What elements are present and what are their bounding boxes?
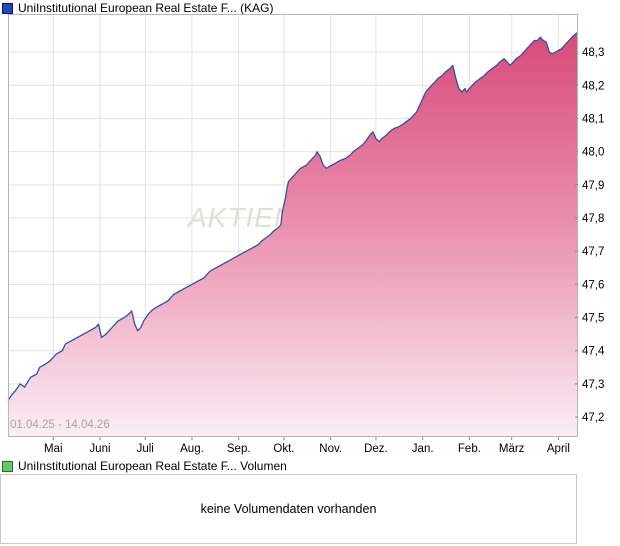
watermark-text: AKTIEN: [186, 202, 295, 233]
y-tick-label: 47,7: [582, 246, 604, 258]
x-tick-label: Okt.: [273, 443, 294, 455]
price-area: [8, 32, 578, 437]
price-chart-svg[interactable]: AKTIEN Mai Juni Juli Aug. Sep. Okt. Nov. Dez. Jan…: [0, 14, 620, 455]
volume-legend: UniInstitutional European Real Estate F.…: [2, 459, 287, 473]
x-tick-label: Feb.: [458, 443, 481, 455]
x-tick-label: Mai: [44, 443, 63, 455]
x-tick-label: Jan.: [412, 443, 434, 455]
y-tick-label: 47,6: [582, 279, 604, 291]
volume-panel: keine Volumendaten vorhanden: [0, 474, 577, 544]
y-tick-label: 47,9: [582, 180, 604, 192]
y-tick-label: 48,3: [582, 47, 604, 59]
period-range-label: 01.04.25 - 14.04.26: [10, 419, 110, 431]
price-line: [7, 31, 579, 401]
x-tick-label: April: [547, 443, 570, 455]
price-legend: UniInstitutional European Real Estate F.…: [2, 1, 273, 15]
volume-empty-message: keine Volumendaten vorhanden: [200, 502, 377, 516]
x-tick-label: März: [499, 443, 525, 455]
y-tick-label: 48,1: [582, 114, 604, 126]
y-tick-label: 48,0: [582, 147, 604, 159]
x-tick-label: Juni: [89, 443, 110, 455]
volume-series-label: UniInstitutional European Real Estate F.…: [18, 459, 287, 473]
y-tick-label: 48,2: [582, 80, 604, 92]
price-series-label: UniInstitutional European Real Estate F.…: [18, 1, 274, 15]
y-tick-label: 47,8: [582, 213, 604, 225]
x-tick-label: Sep.: [227, 443, 251, 455]
x-tick-label: Juli: [137, 443, 154, 455]
y-tick-label: 47,3: [582, 379, 604, 391]
y-tick-label: 47,2: [582, 412, 604, 424]
y-tick-label: 47,5: [582, 313, 604, 325]
x-tick-label: Dez.: [364, 443, 388, 455]
price-series-swatch: [2, 2, 13, 14]
x-tick-label: Aug.: [180, 443, 204, 455]
volume-series-swatch: [2, 460, 13, 472]
y-tick-label: 47,4: [582, 346, 605, 358]
x-tick-label: Nov.: [319, 443, 342, 455]
plot-frame: [8, 14, 578, 437]
